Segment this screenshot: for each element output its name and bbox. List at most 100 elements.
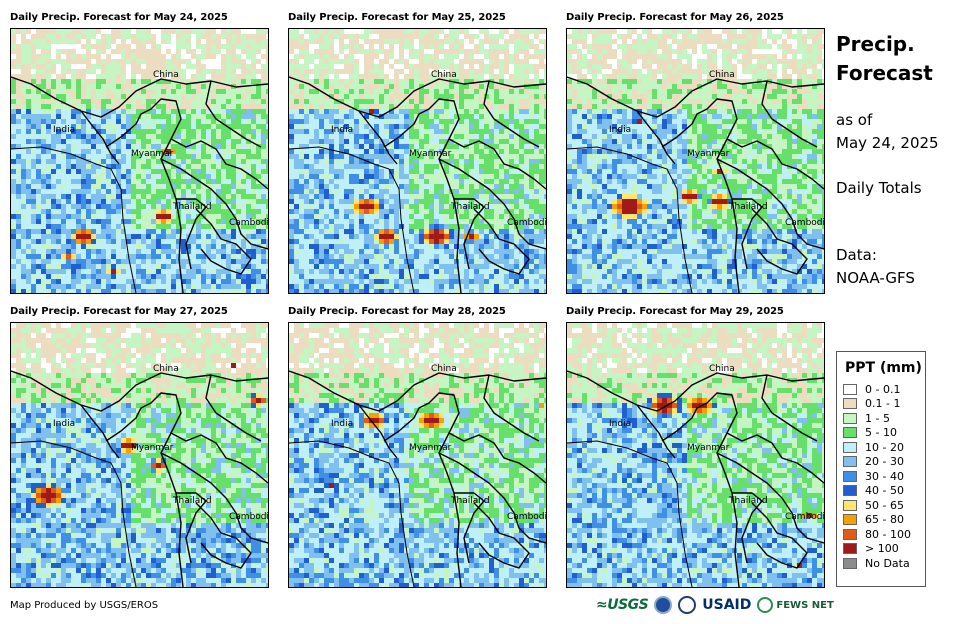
country-border: [751, 208, 808, 275]
country-border: [195, 502, 252, 569]
place-label-myanmar: Myanmar: [131, 149, 174, 159]
country-border: [176, 198, 207, 270]
place-label-thailand: Thailand: [172, 496, 212, 506]
place-label-thailand: Thailand: [728, 202, 768, 212]
country-border: [205, 80, 262, 148]
place-label-china: China: [431, 70, 457, 80]
legend-swatch: [843, 514, 857, 526]
precip-map-canvas: China India Myanmar Thailand Cambodia: [567, 29, 824, 293]
panel-title: Daily Precip. Forecast for May 26, 2025: [566, 12, 784, 23]
legend-label: 1 - 5: [865, 411, 890, 425]
place-label-thailand: Thailand: [450, 496, 490, 506]
place-label-myanmar: Myanmar: [687, 149, 730, 159]
place-label-india: India: [331, 125, 353, 135]
precip-grid: [567, 29, 824, 293]
precip-grid: [567, 323, 824, 587]
coastline: [11, 440, 137, 587]
precip-map-canvas: China India Myanmar Thailand Cambodia: [289, 323, 546, 587]
precip-map-canvas: China India Myanmar Thailand Cambodia: [11, 323, 268, 587]
legend-label: 65 - 80: [865, 513, 904, 527]
logo-strip: ≈USGS USAID FEWS NET: [596, 596, 834, 614]
legend-item: > 100: [843, 542, 925, 557]
precip-map: China India Myanmar Thailand Cambodia: [10, 28, 269, 294]
country-border: [160, 452, 268, 544]
country-border: [11, 76, 268, 118]
fews-net-label: FEWS NET: [776, 599, 834, 611]
place-label-china: China: [153, 364, 179, 374]
country-border: [761, 374, 818, 442]
country-border: [716, 158, 824, 250]
place-label-myanmar: Myanmar: [687, 443, 730, 453]
fews-net-logo: FEWS NET: [757, 597, 834, 613]
country-border: [105, 392, 184, 587]
country-border: [170, 432, 268, 484]
country-border: [358, 404, 398, 459]
country-border: [438, 158, 546, 250]
legend-item: 80 - 100: [843, 527, 925, 542]
panel-title: Daily Precip. Forecast for May 28, 2025: [288, 306, 506, 317]
country-border: [751, 502, 808, 569]
country-border: [636, 404, 676, 459]
legend-label: 20 - 30: [865, 455, 904, 469]
country-border: [160, 158, 268, 250]
country-border: [732, 492, 763, 564]
precip-map-canvas: China India Myanmar Thailand Cambodia: [289, 29, 546, 293]
legend-swatch: [843, 383, 857, 395]
legend-item: 30 - 40: [843, 469, 925, 484]
country-border: [176, 492, 207, 564]
precip-grid: [11, 323, 268, 587]
panel-title: Daily Precip. Forecast for May 29, 2025: [566, 306, 784, 317]
place-label-myanmar: Myanmar: [409, 443, 452, 453]
country-border: [661, 392, 740, 587]
noaa-logo-icon: [654, 596, 673, 614]
place-label-india: India: [53, 419, 75, 429]
country-border: [11, 370, 268, 412]
country-border: [473, 502, 530, 569]
country-border: [716, 452, 824, 544]
usaid-logo: USAID: [702, 597, 752, 613]
place-label-india: India: [609, 419, 631, 429]
country-border: [383, 392, 462, 587]
as-of-label: as of: [836, 111, 873, 129]
as-of-value: May 24, 2025: [836, 134, 939, 152]
precip-map-canvas: China India Myanmar Thailand Cambodia: [567, 323, 824, 587]
legend-item: 40 - 50: [843, 484, 925, 499]
place-label-cambodia: Cambodia: [785, 512, 824, 522]
panel-title: Daily Precip. Forecast for May 24, 2025: [10, 12, 228, 23]
country-border: [567, 76, 824, 118]
place-label-cambodia: Cambodia: [785, 218, 824, 228]
country-border: [358, 110, 398, 165]
precip-grid: [289, 29, 546, 293]
usgs-logo: ≈USGS: [596, 597, 649, 613]
country-border: [80, 404, 120, 459]
place-label-myanmar: Myanmar: [409, 149, 452, 159]
data-source: Data: NOAA-GFS: [836, 244, 915, 290]
legend-list: 0 - 0.1 0.1 - 1 1 - 5 5 - 10 10 - 20 20 …: [843, 382, 925, 571]
place-label-china: China: [709, 70, 735, 80]
country-border: [483, 374, 540, 442]
legend-item: 10 - 20: [843, 440, 925, 455]
country-border: [732, 198, 763, 270]
legend-item: 1 - 5: [843, 411, 925, 426]
place-label-cambodia: Cambodia: [507, 512, 546, 522]
place-label-india: India: [331, 419, 353, 429]
place-label-india: India: [53, 125, 75, 135]
legend-item: 0.1 - 1: [843, 397, 925, 412]
precip-map: China India Myanmar Thailand Cambodia: [288, 322, 547, 588]
legend-label: 30 - 40: [865, 469, 904, 483]
as-of-date: as of May 24, 2025: [836, 109, 939, 155]
coastline: [567, 146, 693, 293]
legend-swatch: [843, 470, 857, 482]
precip-map: China India Myanmar Thailand Cambodia: [566, 28, 825, 294]
country-border: [448, 432, 546, 484]
precip-map: China India Myanmar Thailand Cambodia: [566, 322, 825, 588]
legend-label: 0.1 - 1: [865, 397, 901, 411]
legend-item: No Data: [843, 556, 925, 571]
country-border: [661, 98, 740, 293]
coastline: [11, 146, 137, 293]
panel-title: Daily Precip. Forecast for May 27, 2025: [10, 306, 228, 317]
data-source-value: NOAA-GFS: [836, 269, 915, 287]
precip-grid: [11, 29, 268, 293]
legend-label: 10 - 20: [865, 440, 904, 454]
country-border: [195, 208, 252, 275]
